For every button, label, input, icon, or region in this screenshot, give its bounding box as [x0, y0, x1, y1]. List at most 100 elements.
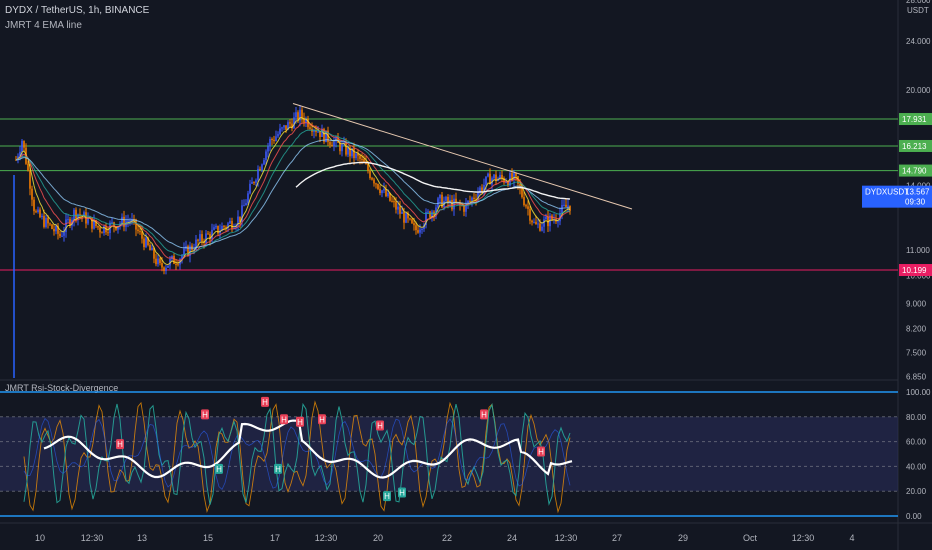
candle-body — [467, 200, 469, 204]
candle-body — [205, 233, 207, 243]
candle-body — [535, 221, 537, 225]
price-tick-label: 11.000 — [906, 246, 930, 255]
candle-body — [389, 192, 391, 201]
price-tick-label: 8.200 — [906, 324, 927, 333]
ema-line — [15, 117, 571, 266]
ema-indicator-label[interactable]: JMRT 4 EMA line — [5, 20, 82, 31]
level-label-text: 14.790 — [902, 167, 927, 176]
candle-body — [201, 234, 203, 242]
osc-tick-label: 40.00 — [906, 462, 927, 471]
candle-body — [487, 173, 489, 177]
candle-body — [305, 118, 307, 123]
candle-body — [545, 216, 547, 220]
marker-box — [383, 491, 391, 502]
level-label-text: 10.199 — [902, 266, 927, 275]
osc-tick-label: 0.00 — [906, 512, 922, 521]
price-level-labels: 17.931 16.213 14.790 10.199 DYDXUSDT13.56709… — [862, 113, 932, 277]
horizontal-levels[interactable] — [0, 118, 898, 271]
candle-body — [375, 183, 377, 185]
oscillator-indicator-label[interactable]: JMRT Rsi-Stock-Divergence — [5, 383, 119, 393]
candle-body — [439, 194, 441, 199]
time-tick-label: Oct — [743, 533, 758, 543]
candle-body — [525, 205, 527, 207]
candle-body — [267, 146, 269, 152]
stoch-d-line — [23, 402, 571, 506]
oscillator-axis[interactable]: 100.00 80.00 60.00 40.00 20.00 0.00 — [906, 388, 931, 521]
candle-body — [59, 233, 61, 237]
candle-body — [91, 217, 93, 229]
candle-body — [309, 127, 311, 129]
marker-box — [537, 446, 545, 457]
marker-label: H — [384, 492, 390, 501]
candle-body — [281, 127, 283, 129]
candle-body — [147, 237, 149, 246]
candle-body — [469, 200, 471, 202]
candle-body — [145, 237, 147, 248]
candle-body — [177, 264, 179, 266]
candle-body — [413, 223, 415, 226]
candle-body — [277, 134, 279, 137]
candle-body — [345, 142, 347, 155]
ema-lines — [15, 117, 571, 266]
candle-body — [127, 221, 129, 223]
candle-body — [331, 144, 333, 147]
candle-body — [207, 233, 209, 235]
candle-body — [155, 258, 157, 265]
time-tick-label: 13 — [137, 533, 147, 543]
candle-body — [221, 226, 223, 231]
time-tick-label: 24 — [507, 533, 517, 543]
candle-body — [67, 219, 69, 221]
current-price-box — [862, 185, 932, 208]
chart-title: DYDX / TetherUS, 1h, BINANCE — [5, 5, 150, 16]
candle-body — [23, 140, 25, 148]
time-axis[interactable]: 10 12:30 13 15 17 12:30 20 22 24 12:30 27 29 Oct 12:3… — [35, 533, 855, 543]
level-price-label: 10.199 — [899, 264, 932, 277]
candle-body — [527, 206, 529, 209]
candle-body — [45, 217, 47, 227]
candle-body — [431, 211, 433, 218]
candle-body — [93, 220, 95, 229]
candle-body — [485, 176, 487, 185]
trendline[interactable] — [292, 103, 633, 210]
candle-body — [399, 206, 401, 214]
price-tick-label: 20.000 — [906, 86, 931, 95]
candle-body — [159, 258, 161, 264]
candle-body — [19, 151, 21, 157]
candle-body — [103, 225, 105, 234]
time-tick-label: 27 — [612, 533, 622, 543]
candle-body — [379, 189, 381, 194]
candle-body — [229, 221, 231, 224]
candle-body — [285, 125, 287, 130]
candle-body — [95, 220, 97, 226]
candle-body — [315, 130, 317, 133]
candle-body — [39, 209, 41, 218]
candle-body — [237, 216, 239, 226]
time-tick-label: 12:30 — [792, 533, 815, 543]
candle-body — [357, 153, 359, 156]
marker-label: H — [117, 440, 123, 449]
candle-body — [29, 170, 31, 189]
candle-body — [175, 263, 177, 265]
time-tick-label: 20 — [373, 533, 383, 543]
candle-body — [273, 139, 275, 141]
price-tick-label: 28.000 — [906, 0, 931, 5]
candle-body — [313, 130, 315, 132]
time-tick-label: 4 — [849, 533, 854, 543]
marker-box — [376, 420, 384, 431]
level-label-text: 16.213 — [902, 142, 927, 151]
candle-body — [265, 151, 267, 161]
candle-body — [537, 223, 539, 225]
ema-line — [15, 129, 570, 256]
candle-body — [427, 211, 429, 213]
time-tick-label: 17 — [270, 533, 280, 543]
candle-body — [287, 122, 289, 130]
candle-body — [531, 220, 533, 223]
time-tick-label: 22 — [442, 533, 452, 543]
candle-body — [339, 142, 341, 152]
candle-body — [397, 206, 399, 210]
candle-body — [499, 174, 501, 179]
candle-body — [381, 190, 383, 194]
